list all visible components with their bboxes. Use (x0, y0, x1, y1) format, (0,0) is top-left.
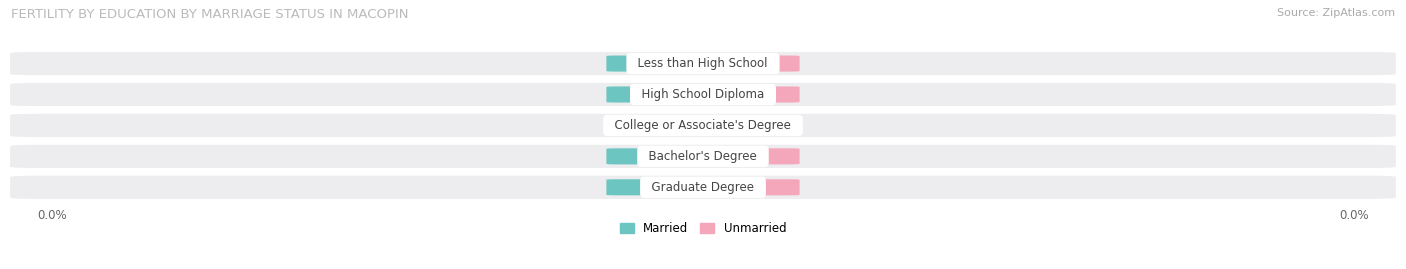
FancyBboxPatch shape (10, 176, 1396, 199)
Text: Graduate Degree: Graduate Degree (644, 181, 762, 194)
Text: College or Associate's Degree: College or Associate's Degree (607, 119, 799, 132)
FancyBboxPatch shape (606, 55, 713, 72)
Text: High School Diploma: High School Diploma (634, 88, 772, 101)
Text: 0.0%: 0.0% (730, 150, 762, 163)
FancyBboxPatch shape (606, 179, 713, 195)
Text: 0.0%: 0.0% (1340, 209, 1369, 222)
FancyBboxPatch shape (693, 86, 800, 102)
FancyBboxPatch shape (606, 117, 713, 133)
Text: Bachelor's Degree: Bachelor's Degree (641, 150, 765, 163)
Text: FERTILITY BY EDUCATION BY MARRIAGE STATUS IN MACOPIN: FERTILITY BY EDUCATION BY MARRIAGE STATU… (11, 8, 409, 21)
Text: 0.0%: 0.0% (644, 181, 676, 194)
FancyBboxPatch shape (10, 114, 1396, 137)
FancyBboxPatch shape (693, 117, 800, 133)
Text: 0.0%: 0.0% (730, 119, 762, 132)
Text: 0.0%: 0.0% (644, 119, 676, 132)
FancyBboxPatch shape (10, 83, 1396, 106)
FancyBboxPatch shape (693, 148, 800, 164)
Text: 0.0%: 0.0% (730, 181, 762, 194)
Text: 0.0%: 0.0% (730, 57, 762, 70)
Text: 0.0%: 0.0% (37, 209, 66, 222)
FancyBboxPatch shape (10, 52, 1396, 75)
Text: 0.0%: 0.0% (644, 88, 676, 101)
FancyBboxPatch shape (693, 179, 800, 195)
Text: Less than High School: Less than High School (630, 57, 776, 70)
FancyBboxPatch shape (10, 145, 1396, 168)
Text: 0.0%: 0.0% (644, 150, 676, 163)
Legend: Married, Unmarried: Married, Unmarried (614, 217, 792, 240)
Text: 0.0%: 0.0% (730, 88, 762, 101)
Text: 0.0%: 0.0% (644, 57, 676, 70)
Text: Source: ZipAtlas.com: Source: ZipAtlas.com (1277, 8, 1395, 18)
FancyBboxPatch shape (606, 148, 713, 164)
FancyBboxPatch shape (606, 86, 713, 102)
FancyBboxPatch shape (693, 55, 800, 72)
